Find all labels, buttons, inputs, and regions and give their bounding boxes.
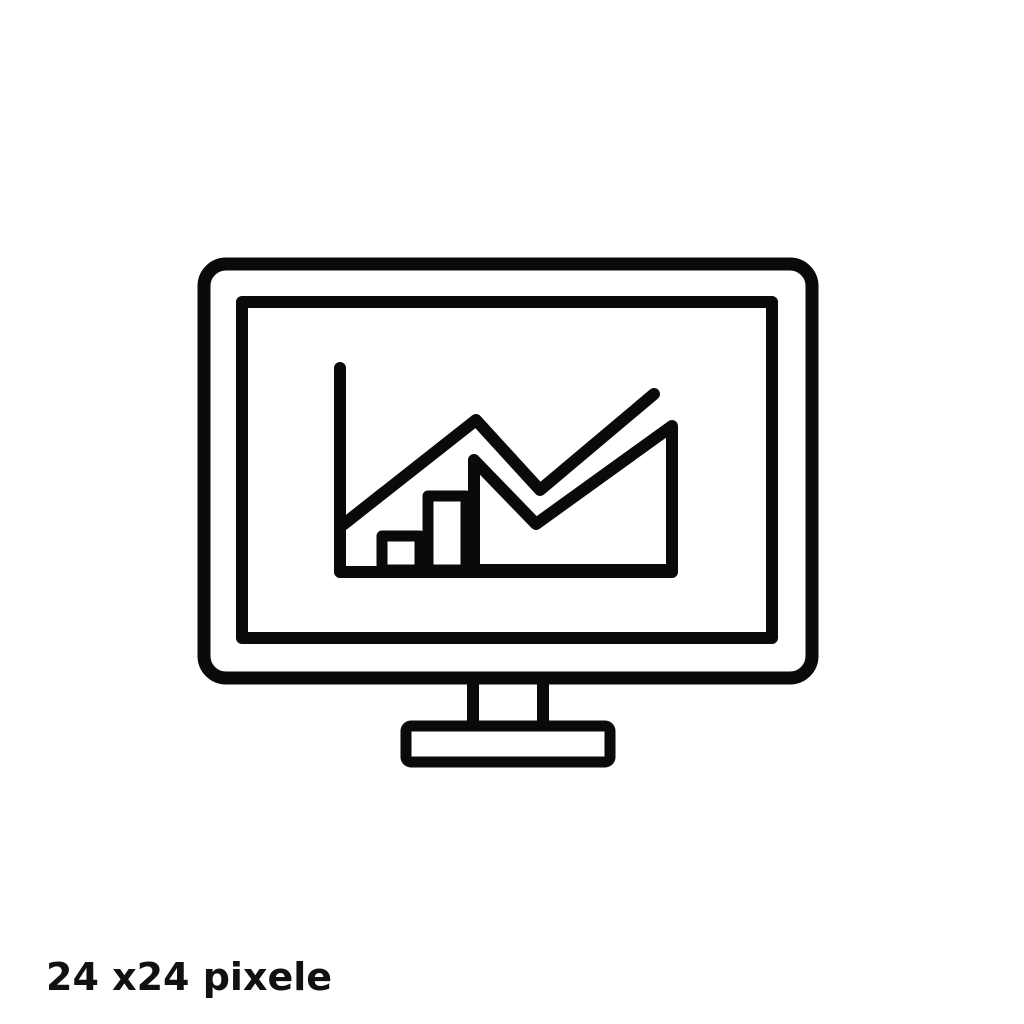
caption-text: 24 x24 pixele — [46, 955, 333, 999]
chart-area-shape — [468, 420, 678, 576]
monitor-outer-frame — [197, 257, 819, 685]
monitor-screen — [236, 296, 778, 644]
chart-graphic — [334, 362, 678, 578]
chart-bar-medium — [422, 490, 472, 576]
chart-upper-line — [338, 388, 660, 530]
stand-base — [400, 720, 616, 768]
chart-bar-small — [376, 530, 426, 576]
